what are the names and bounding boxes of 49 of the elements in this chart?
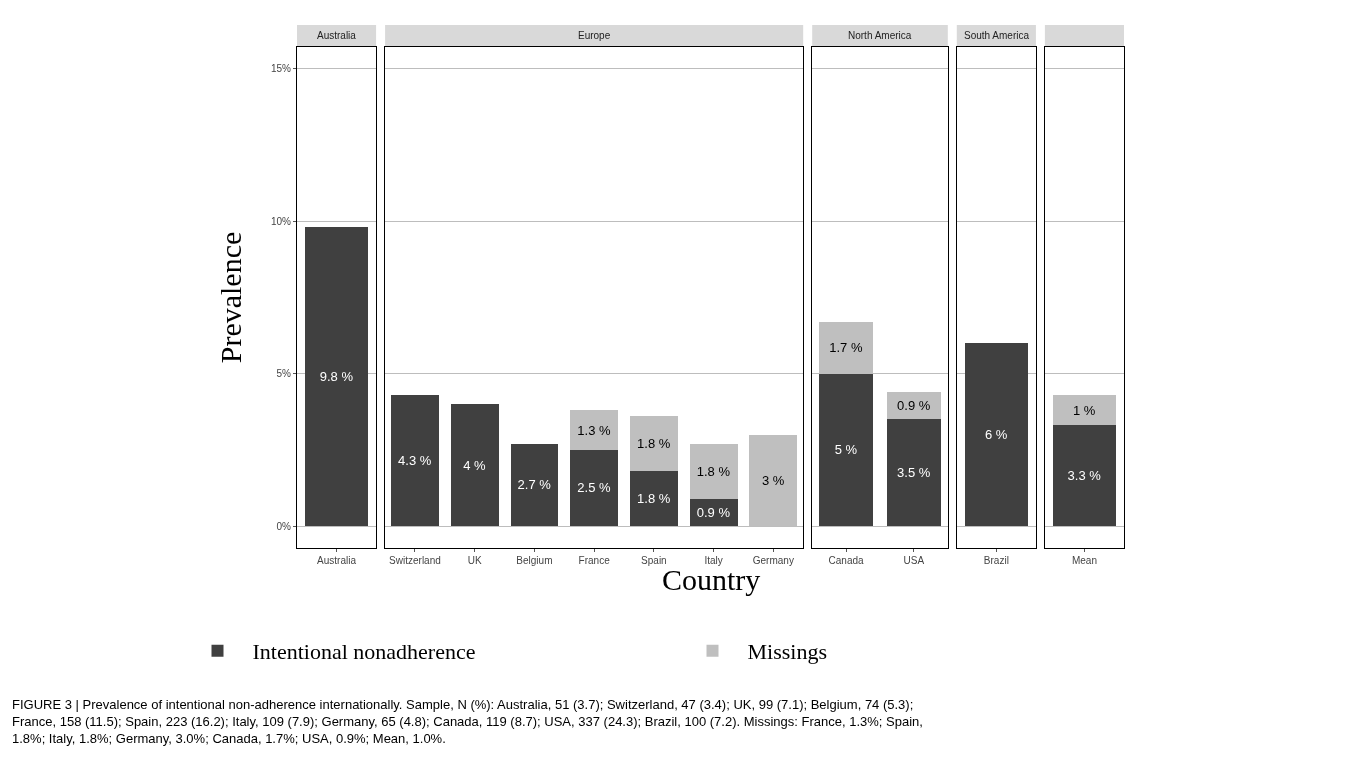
data-label: 1.8 % bbox=[637, 436, 671, 452]
x-tick-label: Brazil bbox=[983, 555, 1009, 566]
data-label: 4.3 % bbox=[398, 453, 432, 469]
bar bbox=[391, 395, 439, 527]
data-label: 3.3 % bbox=[1067, 468, 1102, 484]
x-tick-label: USA bbox=[903, 555, 925, 566]
x-tick-label: UK bbox=[467, 555, 482, 566]
data-label: 1.8 % bbox=[696, 463, 731, 479]
legend-label: Intentional nonadherence bbox=[252, 639, 476, 665]
data-label: 5 % bbox=[834, 442, 858, 458]
x-tick-label: Belgium bbox=[516, 555, 553, 566]
data-label: 3 % bbox=[761, 472, 785, 488]
data-label: 0.9 % bbox=[897, 398, 931, 414]
chart-title: Europe bbox=[578, 30, 611, 41]
bar bbox=[629, 416, 678, 472]
y-tick-label: 15% bbox=[270, 63, 292, 75]
data-label: 6 % bbox=[984, 427, 1008, 443]
bar bbox=[886, 419, 942, 527]
y-tick-label: 0% bbox=[276, 520, 292, 532]
y-tick-label: 10% bbox=[270, 215, 292, 227]
bar bbox=[570, 449, 619, 527]
data-label: 1.7 % bbox=[829, 340, 863, 356]
data-label: 0.9 % bbox=[696, 504, 731, 520]
x-tick-label: France bbox=[578, 555, 611, 566]
chart-title: North America bbox=[848, 30, 912, 41]
bar bbox=[689, 443, 738, 499]
data-label: 1 % bbox=[1073, 402, 1096, 418]
bar bbox=[450, 404, 499, 527]
bar bbox=[818, 373, 874, 527]
x-tick-label: Spain bbox=[641, 555, 667, 566]
bar bbox=[629, 471, 678, 527]
data-label: 1.8 % bbox=[637, 491, 671, 507]
x-tick-label: Switzerland bbox=[389, 555, 441, 566]
bar bbox=[570, 410, 619, 450]
y-tick-label: 5% bbox=[276, 368, 292, 380]
x-tick-label: Canada bbox=[828, 555, 865, 566]
bar bbox=[510, 443, 559, 527]
data-label: 4 % bbox=[463, 457, 487, 473]
y-axis-title: Prevalence bbox=[213, 231, 247, 364]
data-label: 2.5 % bbox=[577, 480, 611, 496]
caption: FIGURE 3 | Prevalence of intentional non-adherence internationally. Sample, N (%): Australia, 51 (3.7); Switzerland, 47 (3.4); UK, 99 (7.1); Belgium, 74 (5.3); France, 158 (11.5); Spain, 223 (16.2); Italy, 109 (7.9); Germany, 65 (4.8); Canada, 119 (8.7); USA, 337 (24.3); Brazil, 100 (7.2). Missings: France, 1.3%; Spain, 1.8%; Italy, 1.8%; Germany, 3.0%; Canada, 1.7%; USA, 0.9%; Mean, 1.0%. bbox=[12, 697, 923, 746]
x-tick-label: Mean bbox=[1071, 555, 1097, 566]
data-label: 3.5 % bbox=[897, 465, 931, 481]
data-label: 2.7 % bbox=[517, 477, 552, 493]
legend-label: Missings bbox=[747, 639, 827, 665]
chart-title: South America bbox=[964, 30, 1030, 41]
data-label: 9.8 % bbox=[319, 369, 354, 385]
x-tick-label: Germany bbox=[752, 555, 794, 566]
data-label: 1.3 % bbox=[577, 422, 611, 438]
